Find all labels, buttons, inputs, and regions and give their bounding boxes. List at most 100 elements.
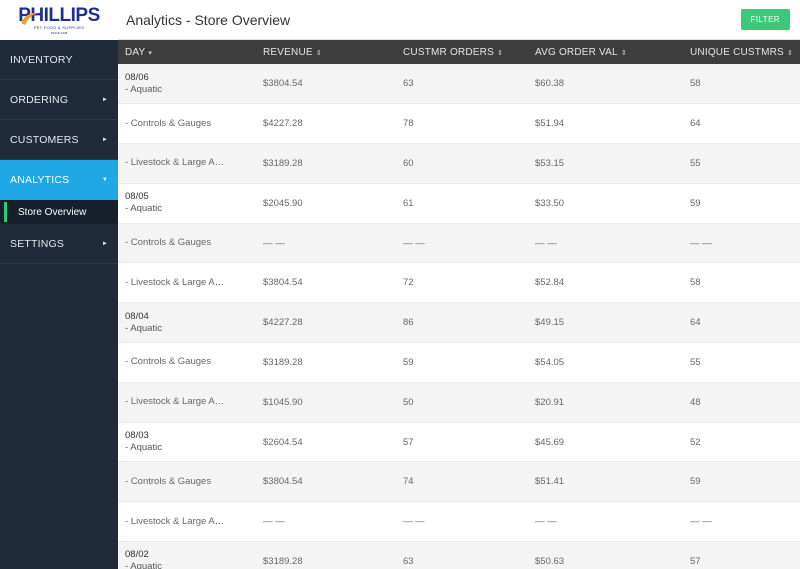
sidebar-subitem-label: Store Overview <box>18 206 87 218</box>
table-row[interactable]: - Controls & Gauges $4227.28 78 $51.94 64 <box>118 103 800 144</box>
table-row[interactable]: - Livestock & Large A… $3804.54 72 $52.84 58 <box>118 262 800 303</box>
column-header-revenue[interactable]: REVENUE ⇕ <box>263 46 322 58</box>
cell-avg-order-value: $33.50 <box>535 197 565 209</box>
column-header-day[interactable]: DAY ▾ <box>125 46 153 58</box>
cell-revenue: $4227.28 <box>263 317 303 329</box>
column-header-customer-orders[interactable]: CUSTMR ORDERS ⇕ <box>403 46 504 58</box>
cell-category: - Livestock & Large A… <box>125 396 225 408</box>
cell-unique-customers: 55 <box>690 157 701 169</box>
cell-avg-order-value: $54.05 <box>535 356 565 368</box>
sidebar-item-ordering[interactable]: ORDERING ► <box>0 80 118 120</box>
cell-orders: 78 <box>403 118 414 130</box>
cell-day: 08/05- Aquatic <box>118 183 256 223</box>
logo[interactable]: PHILLIPS PET FOOD & SUPPLIES SINCE 1938 <box>0 0 118 40</box>
cell-day: - Livestock & Large A… <box>118 144 256 184</box>
cell-unique-customers: 52 <box>690 436 701 448</box>
sidebar-item-settings[interactable]: SETTINGS ► <box>0 224 118 264</box>
sidebar-item-label: ORDERING <box>10 93 69 106</box>
cell-avg-order-value: $60.38 <box>535 78 565 90</box>
cell-day: - Controls & Gauges <box>118 343 256 383</box>
cell-orders: 61 <box>403 197 414 209</box>
cell-revenue: $3804.54 <box>263 476 303 488</box>
sort-icon: ⇕ <box>496 49 504 57</box>
column-header-unique-customers[interactable]: UNIQUE CUSTMRS ⇕ <box>690 46 793 58</box>
sidebar-item-inventory[interactable]: INVENTORY <box>0 40 118 80</box>
cell-unique-customers: 59 <box>690 197 701 209</box>
table-row[interactable]: 08/05- Aquatic $2045.90 61 $33.50 59 <box>118 183 800 224</box>
cell-orders: — — <box>403 237 425 249</box>
cell-date: 08/06 <box>125 71 149 83</box>
table-row[interactable]: - Livestock & Large A… $3189.28 60 $53.15 55 <box>118 143 800 184</box>
cell-day: 08/06- Aquatic <box>118 64 256 104</box>
sort-down-icon: ▾ <box>148 49 153 57</box>
cell-day: 08/04- Aquatic <box>118 303 256 343</box>
sort-icon: ⇕ <box>620 49 627 57</box>
sidebar-subitem-store-overview[interactable]: Store Overview <box>0 200 118 224</box>
table-row[interactable]: - Livestock & Large A… $1045.90 50 $20.91 48 <box>118 382 800 423</box>
cell-revenue: $3189.28 <box>263 157 303 169</box>
sidebar-item-label: INVENTORY <box>10 53 73 66</box>
cell-day: - Livestock & Large A… <box>118 382 256 422</box>
cell-date: 08/04 <box>125 310 149 322</box>
table-row[interactable]: - Livestock & Large A… — — — — — — — — <box>118 501 800 542</box>
chevron-down-icon: ▼ <box>101 177 108 183</box>
data-table: DAY ▾ REVENUE ⇕ CUSTMR ORDERS ⇕ AVG ORDER V… <box>118 40 800 569</box>
table-row[interactable]: 08/06- Aquatic $3804.54 63 $60.38 58 <box>118 64 800 104</box>
sidebar: PHILLIPS PET FOOD & SUPPLIES SINCE 1938 … <box>0 0 118 569</box>
column-header-avg-order-value[interactable]: AVG ORDER VAL ⇕ <box>535 46 627 58</box>
cell-day: - Livestock & Large A… <box>118 263 256 303</box>
logo-swoosh-icon <box>21 12 39 25</box>
cell-date: 08/03 <box>125 430 149 442</box>
cell-orders: 72 <box>403 277 414 289</box>
cell-revenue: $3804.54 <box>263 277 303 289</box>
cell-unique-customers: 57 <box>690 555 701 567</box>
cell-day: - Controls & Gauges <box>118 462 256 502</box>
cell-unique-customers: 48 <box>690 396 701 408</box>
cell-orders: 63 <box>403 78 414 90</box>
cell-orders: 60 <box>403 157 414 169</box>
cell-avg-order-value: $51.94 <box>535 118 565 130</box>
table-row[interactable]: 08/02- Aquatic $3189.28 63 $50.63 57 <box>118 541 800 569</box>
cell-avg-order-value: $49.15 <box>535 317 565 329</box>
cell-day: - Livestock & Large A… <box>118 502 256 542</box>
cell-orders: 59 <box>403 356 414 368</box>
cell-unique-customers: 55 <box>690 356 701 368</box>
cell-avg-order-value: $50.63 <box>535 555 565 567</box>
cell-day: - Controls & Gauges <box>118 223 256 263</box>
cell-category: - Livestock & Large A… <box>125 157 225 169</box>
cell-revenue: $3189.28 <box>263 555 303 567</box>
cell-category: - Aquatic <box>125 83 162 95</box>
logo-tagline: PET FOOD & SUPPLIES <box>33 24 85 30</box>
sidebar-item-label: CUSTOMERS <box>10 133 79 146</box>
cell-date: 08/05 <box>125 191 149 203</box>
cell-date: 08/02 <box>125 549 149 561</box>
cell-revenue: — — <box>263 516 285 528</box>
cell-category: - Aquatic <box>125 203 162 215</box>
sidebar-item-analytics[interactable]: ANALYTICS ▼ <box>0 160 118 200</box>
page-title: Analytics - Store Overview <box>126 11 291 28</box>
table-row[interactable]: - Controls & Gauges $3189.28 59 $54.05 55 <box>118 342 800 383</box>
cell-category: - Aquatic <box>125 322 162 334</box>
cell-day: 08/02- Aquatic <box>118 542 256 569</box>
table-header-row: DAY ▾ REVENUE ⇕ CUSTMR ORDERS ⇕ AVG ORDER V… <box>118 40 800 64</box>
table-row[interactable]: 08/04- Aquatic $4227.28 86 $49.15 64 <box>118 302 800 343</box>
cell-category: - Aquatic <box>125 561 162 569</box>
cell-avg-order-value: $20.91 <box>535 396 565 408</box>
sidebar-item-customers[interactable]: CUSTOMERS ► <box>0 120 118 160</box>
table-row[interactable]: - Controls & Gauges $3804.54 74 $51.41 59 <box>118 461 800 502</box>
cell-unique-customers: 64 <box>690 118 701 130</box>
cell-unique-customers: — — <box>690 237 712 249</box>
cell-orders: 86 <box>403 317 414 329</box>
sort-icon: ⇕ <box>786 49 793 57</box>
cell-orders: 57 <box>403 436 414 448</box>
sort-icon: ⇕ <box>315 49 322 57</box>
cell-category: - Livestock & Large A… <box>125 276 225 288</box>
cell-revenue: $1045.90 <box>263 396 303 408</box>
header: Analytics - Store Overview FILTER <box>118 0 800 40</box>
sidebar-item-label: ANALYTICS <box>10 174 70 186</box>
filter-button[interactable]: FILTER <box>740 9 790 30</box>
cell-revenue: $2604.54 <box>263 436 303 448</box>
cell-category: - Livestock & Large A… <box>125 515 225 527</box>
table-row[interactable]: - Controls & Gauges — — — — — — — — <box>118 223 800 263</box>
table-row[interactable]: 08/03- Aquatic $2604.54 57 $45.69 52 <box>118 422 800 462</box>
